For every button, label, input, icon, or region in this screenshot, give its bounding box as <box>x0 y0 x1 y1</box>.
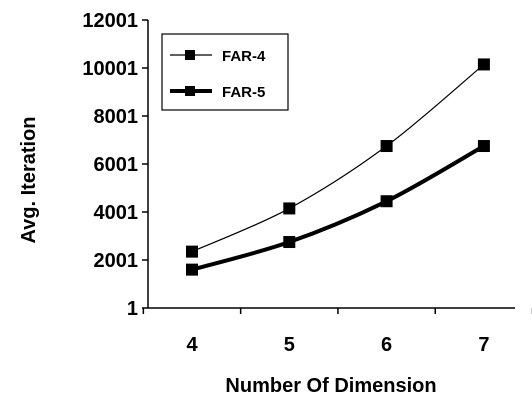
series-line-far-4 <box>191 63 485 253</box>
data-point-far-4 <box>477 58 490 71</box>
data-point-far-4 <box>186 245 198 258</box>
data-point-far-5 <box>380 195 393 208</box>
data-point-far-5 <box>186 263 198 276</box>
legend: FAR-4 FAR-5 <box>161 33 289 111</box>
data-point-far-5 <box>283 236 296 249</box>
data-point-far-5 <box>477 140 490 153</box>
y-axis-title: Avg. Iteration <box>18 116 40 243</box>
data-point-far-4 <box>380 140 393 153</box>
x-tick-label: 6 <box>381 334 392 356</box>
legend-swatch-marker <box>185 86 195 96</box>
x-tick-label: 7 <box>478 334 489 356</box>
x-tick-label: 4 <box>186 334 198 356</box>
y-tick-label: 12001 <box>82 10 138 32</box>
y-tick-label: 2001 <box>94 250 139 272</box>
series-layer <box>186 58 490 276</box>
series-line-far-5 <box>191 144 485 272</box>
y-tick-label: 6001 <box>94 154 139 176</box>
legend-label: FAR-4 <box>222 48 266 65</box>
y-tick-label: 4001 <box>94 202 139 224</box>
x-axis-title: Number Of Dimension <box>225 375 436 397</box>
y-tick-label: 8001 <box>94 106 139 128</box>
legend-swatch-marker <box>185 50 195 60</box>
x-axis-ticks: 4 5 6 7 <box>142 308 532 356</box>
x-tick-label: 5 <box>284 334 295 356</box>
y-tick-label: 10001 <box>82 58 138 80</box>
legend-box <box>161 33 289 111</box>
data-point-far-4 <box>283 202 296 215</box>
legend-label: FAR-5 <box>222 84 265 101</box>
y-tick-label: 1 <box>127 298 138 320</box>
